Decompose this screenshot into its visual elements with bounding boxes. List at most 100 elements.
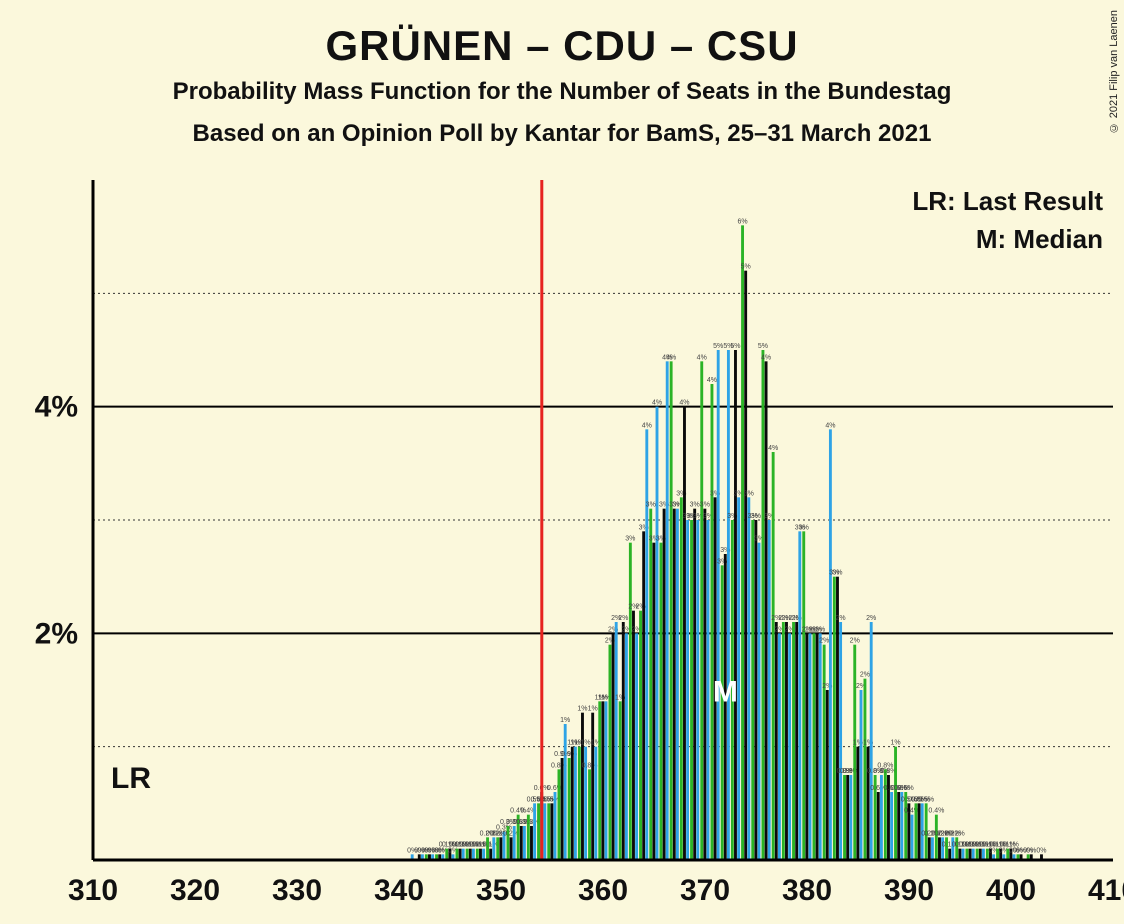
- bar-black: [632, 611, 635, 860]
- bar-green: [598, 701, 601, 860]
- bar-green: [700, 361, 703, 860]
- bar-green: [568, 758, 571, 860]
- bar-blue: [849, 775, 852, 860]
- bar-blue: [809, 633, 812, 860]
- bar-black: [928, 837, 931, 860]
- bar-green: [864, 679, 867, 860]
- bar-black: [979, 849, 982, 860]
- bar-blue: [890, 792, 893, 860]
- bar-value-label: 0%: [1036, 847, 1046, 854]
- bar-black: [489, 849, 492, 860]
- bar-green: [711, 384, 714, 860]
- bar-value-label: 3%: [799, 524, 809, 531]
- bar-black: [805, 633, 808, 860]
- bar-value-label: 0.2%: [503, 830, 519, 837]
- bar-green: [619, 701, 622, 860]
- bar-value-label: 5%: [741, 264, 751, 271]
- y-tick-label: 2%: [35, 617, 78, 650]
- bar-green: [537, 803, 540, 860]
- bar-blue: [870, 622, 873, 860]
- bar-black: [622, 622, 625, 860]
- bar-black: [581, 713, 584, 860]
- bar-green: [772, 452, 775, 860]
- bar-black: [754, 520, 757, 860]
- bar-green: [762, 350, 765, 860]
- bar-green: [680, 497, 683, 860]
- bar-value-label: 0.3%: [523, 819, 539, 826]
- median-marker: M: [713, 675, 738, 708]
- y-tick-label: 4%: [35, 391, 78, 424]
- x-tick-label: 360: [578, 874, 628, 907]
- bar-value-label: 6%: [737, 218, 747, 225]
- bar-black: [969, 849, 972, 860]
- bar-value-label: 4%: [652, 400, 662, 407]
- bar-green: [639, 611, 642, 860]
- bar-blue: [972, 849, 975, 860]
- x-tick-label: 370: [680, 874, 730, 907]
- bar-black: [877, 792, 880, 860]
- chart-area: 2%4%0%0%0%0%0%0%0%0%0%0.1%0.1%0%0.1%0.1%…: [0, 0, 1124, 924]
- bar-green: [496, 837, 499, 860]
- bar-blue: [513, 826, 516, 860]
- bar-value-label: 4%: [666, 354, 676, 361]
- bar-value-label: 2%: [819, 638, 829, 645]
- bar-value-label: 2%: [815, 626, 825, 633]
- x-tick-label: 320: [170, 874, 220, 907]
- bar-blue: [982, 849, 985, 860]
- bar-value-label: 1%: [577, 706, 587, 713]
- bar-black: [469, 849, 472, 860]
- bar-green: [813, 633, 816, 860]
- bar-black: [734, 350, 737, 860]
- x-tick-label: 340: [374, 874, 424, 907]
- bar-green: [966, 849, 969, 860]
- bar-green: [792, 622, 795, 860]
- bar-black: [683, 407, 686, 860]
- bar-blue: [645, 429, 648, 860]
- bar-black: [530, 826, 533, 860]
- bar-value-label: 2%: [618, 615, 628, 622]
- bar-value-label: 1%: [890, 740, 900, 747]
- bar-black: [846, 775, 849, 860]
- bar-value-label: 3%: [744, 490, 754, 497]
- bar-blue: [554, 792, 557, 860]
- bar-green: [823, 645, 826, 860]
- bar-value-label: 3%: [751, 513, 761, 520]
- bar-blue: [819, 633, 822, 860]
- bar-blue: [707, 520, 710, 860]
- bar-blue: [788, 633, 791, 860]
- bar-blue: [605, 701, 608, 860]
- bar-green: [976, 849, 979, 860]
- bar-value-label: 0.8%: [880, 768, 896, 775]
- x-tick-label: 390: [884, 874, 934, 907]
- bar-green: [802, 531, 805, 860]
- bar-value-label: 0.6%: [898, 785, 914, 792]
- bar-black: [550, 803, 553, 860]
- bar-green: [843, 775, 846, 860]
- bar-value-label: 0.8%: [843, 768, 859, 775]
- bar-value-label: 2%: [860, 672, 870, 679]
- bar-blue: [696, 520, 699, 860]
- bar-black: [510, 837, 513, 860]
- bar-black: [775, 622, 778, 860]
- bar-green: [670, 361, 673, 860]
- bar-blue: [462, 849, 465, 860]
- bar-black: [867, 747, 870, 860]
- bar-black: [693, 509, 696, 860]
- bar-blue: [543, 803, 546, 860]
- bar-value-label: 4%: [768, 445, 778, 452]
- bar-green: [476, 849, 479, 860]
- bar-value-label: 2%: [866, 615, 876, 622]
- bar-black: [571, 747, 574, 860]
- bar-blue: [492, 837, 495, 860]
- bar-black: [652, 543, 655, 860]
- bar-black: [612, 633, 615, 860]
- bar-blue: [594, 747, 597, 860]
- bar-black: [601, 701, 604, 860]
- bar-blue: [727, 350, 730, 860]
- bar-blue: [911, 815, 914, 860]
- bar-value-label: 3%: [646, 502, 656, 509]
- bar-blue: [829, 429, 832, 860]
- bar-green: [588, 769, 591, 860]
- bar-black: [591, 713, 594, 860]
- bar-black: [663, 509, 666, 860]
